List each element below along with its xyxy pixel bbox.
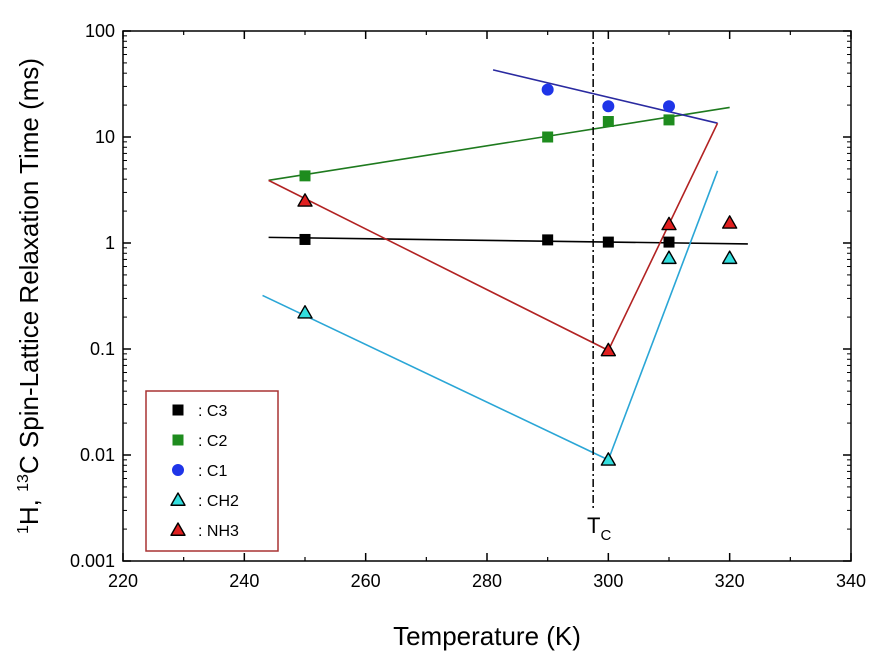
data-point-c2 [299,170,311,182]
data-point-c3 [299,233,311,245]
y-axis-title-part1: H, [14,492,44,525]
y-tick-label: 0.1 [90,339,115,359]
data-point-ch2 [600,452,617,466]
x-tick-label: 240 [229,571,259,591]
tc-label-main: T [587,513,600,538]
tc-label: TC [587,513,611,544]
fit-line-ch2 [262,294,609,461]
legend-label-c2: : C2 [198,433,227,450]
fit-line-c2 [268,106,730,182]
data-point-ch2 [297,305,313,319]
data-point-c2 [542,131,554,143]
axis-ticks: 220 240 260 280 300 320 340 0.001 0.01 0.1 1 10 100 [70,21,866,591]
data-point-c3 [663,236,675,248]
tc-label-sub: C [600,527,611,544]
y-axis-title: 1H, 13C Spin-Lattice Relaxation Time (ms… [14,58,44,534]
legend-marker-c2 [172,434,184,446]
fit-line-nh3 [607,122,719,351]
data-point-ch2 [721,250,738,265]
fit-line-nh3 [268,179,609,352]
y-axis-title-sup2: 13 [15,474,32,492]
x-tick-label: 260 [351,571,381,591]
legend-label-c3: : C3 [198,403,227,420]
data-point-c1 [663,100,675,113]
data-point-nh3 [600,342,617,357]
data-point-c3 [542,234,554,246]
data-point-c1 [541,83,554,96]
legend-marker-nh3 [170,522,186,536]
fit-line-c3 [268,236,748,245]
data-point-c2 [663,114,675,126]
y-axis-title-sup1: 1 [15,525,32,534]
legend-label-c1: : C1 [198,463,227,480]
y-axis-title-part2: C Spin-Lattice Relaxation Time (ms) [14,58,44,474]
legend-box [145,390,279,552]
x-tick-label: 220 [108,571,138,591]
legend-label-nh3: : NH3 [198,523,239,540]
y-tick-label: 1 [105,233,115,253]
data-point-nh3 [297,193,313,207]
x-tick-label: 280 [472,571,502,591]
y-tick-label: 0.01 [80,445,115,465]
legend: : C3 : C2 : C1 : CH2 : NH3 [170,403,239,540]
data-point-ch2 [661,250,677,265]
legend-marker-c3 [172,404,184,416]
x-tick-label: 340 [836,571,866,591]
data-point-c1 [602,100,615,113]
data-point-c3 [602,236,614,248]
x-tick-label: 320 [715,571,745,591]
x-tick-label: 300 [593,571,623,591]
data-point-nh3 [661,216,677,231]
data-point-nh3 [721,215,738,229]
x-axis-title: Temperature (K) [393,621,581,651]
data-point-c2 [602,116,614,128]
fit-line-c1 [492,69,718,124]
y-tick-label: 100 [85,21,115,41]
y-tick-label: 10 [95,127,115,147]
fit-line-ch2 [607,170,719,461]
fit-lines [262,69,748,461]
y-tick-label: 0.001 [70,551,115,571]
legend-label-ch2: : CH2 [198,493,239,510]
legend-marker-c1 [172,464,184,476]
legend-marker-ch2 [170,492,186,506]
data-points [297,83,738,466]
